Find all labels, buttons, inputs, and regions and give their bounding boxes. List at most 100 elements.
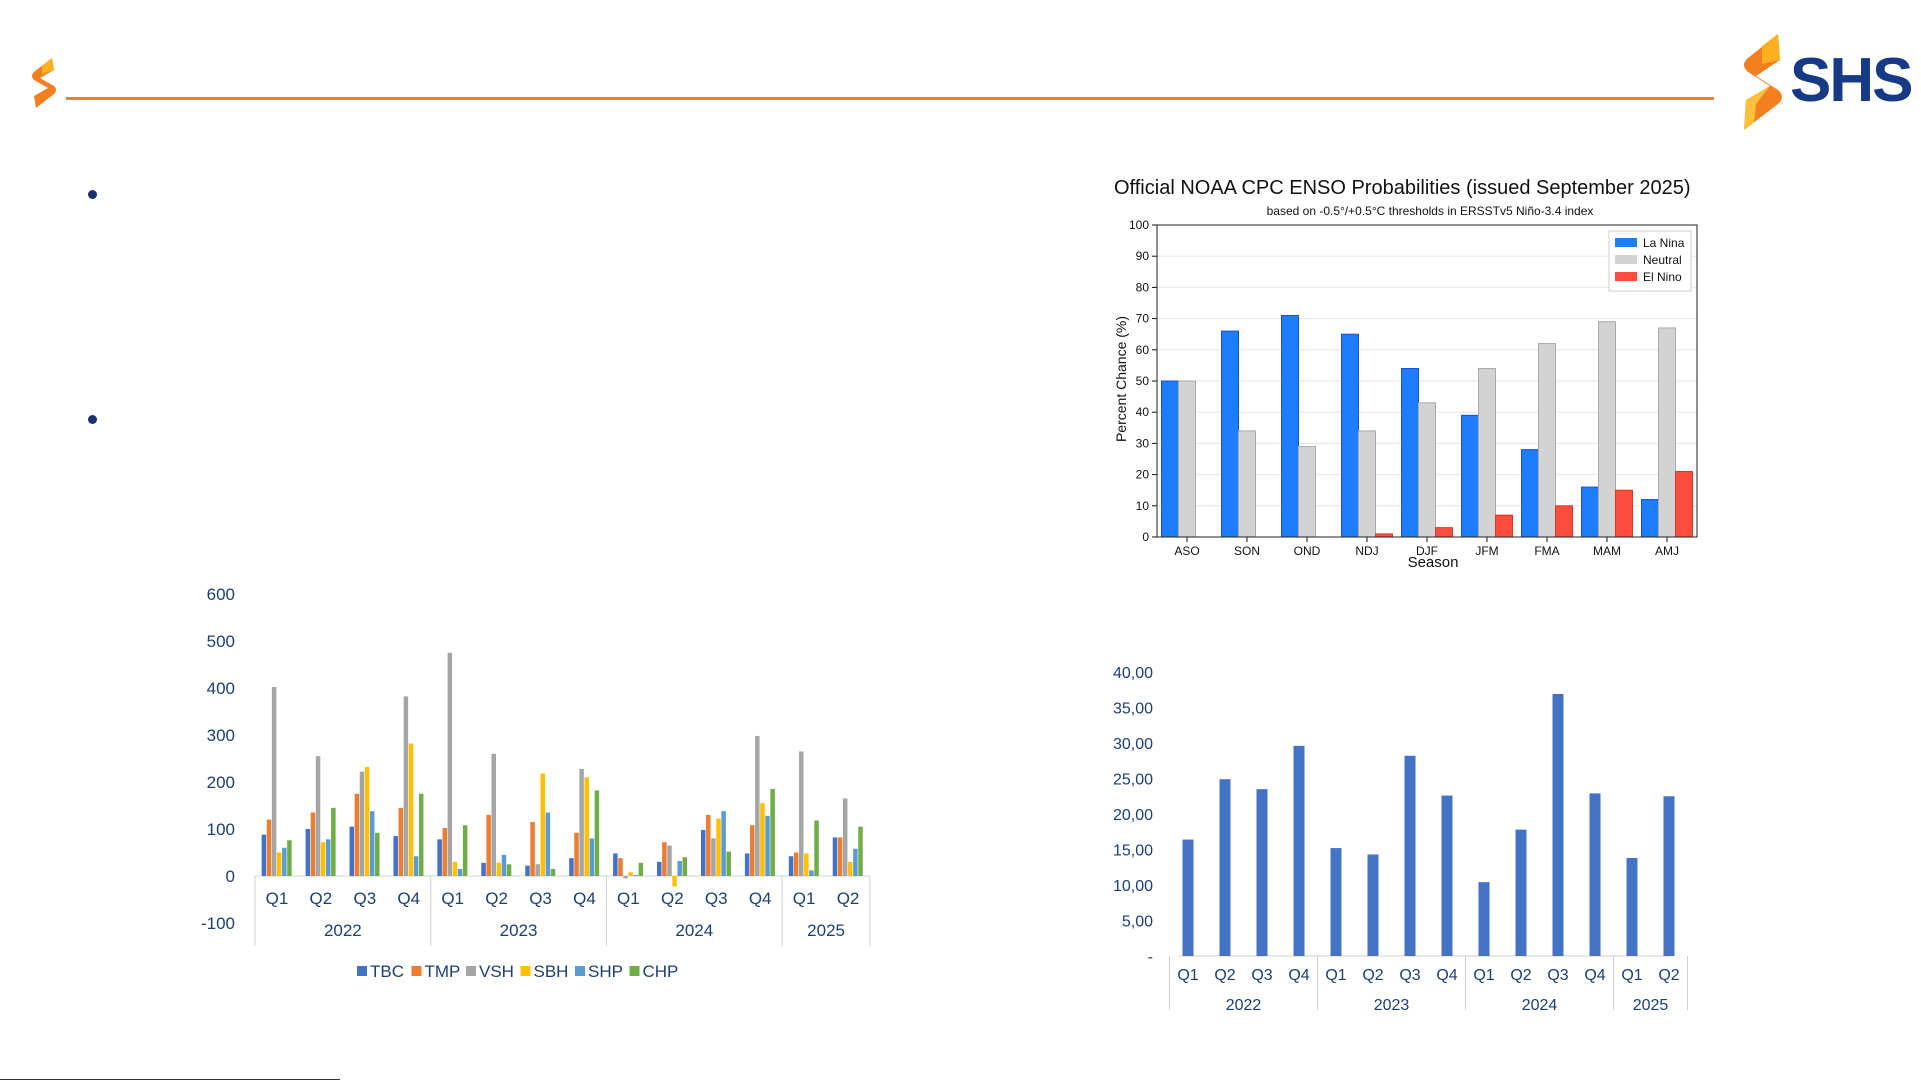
bar	[1219, 779, 1231, 956]
y-tick-label: 50	[1136, 374, 1150, 388]
bar-chp	[594, 790, 600, 876]
y-tick-label: 0	[1142, 530, 1149, 544]
bar-chp	[331, 807, 336, 876]
bar-neutral	[1238, 430, 1256, 538]
bar-vsh	[535, 864, 540, 876]
x-tick-label: ASO	[1174, 544, 1199, 558]
y-tick-label: 10	[1136, 499, 1150, 513]
year-label: 2023	[500, 921, 538, 940]
bar-tmp	[662, 842, 667, 876]
bar-tmp	[354, 793, 360, 876]
bar-sbh	[628, 872, 633, 876]
bar-neutral	[1358, 430, 1376, 538]
y-tick-label: 25,00	[1113, 772, 1153, 789]
bar-chp	[506, 864, 512, 876]
x-tick-label: Q2	[1362, 967, 1383, 984]
bar-chp	[375, 832, 380, 876]
legend-label: SHP	[588, 962, 623, 981]
legend-label: TBC	[370, 962, 404, 981]
bar-sbh	[364, 766, 370, 876]
y-tick-label: 60	[1136, 343, 1150, 357]
y-tick-label: 500	[207, 632, 235, 651]
bar-shp	[501, 854, 507, 876]
bar-tmp	[793, 852, 799, 876]
legend-label: TMP	[425, 962, 461, 981]
bar-la-nina	[1401, 368, 1419, 538]
bar-tbc	[700, 829, 706, 876]
y-tick-label: 20	[1136, 468, 1150, 482]
legend-swatch	[575, 966, 585, 976]
legend-swatch	[357, 966, 367, 976]
bar-shp	[545, 812, 551, 876]
bar-tbc	[657, 861, 662, 876]
bar-sbh	[760, 803, 765, 876]
flame-s-logo-icon	[1744, 34, 1782, 130]
bar-tmp	[618, 858, 623, 876]
x-tick-label: MAM	[1593, 544, 1621, 558]
bar-sbh	[540, 773, 546, 876]
bar-neutral	[1538, 343, 1556, 538]
y-tick-label: 40,00	[1113, 665, 1153, 682]
bar-shp	[369, 811, 375, 876]
bar-shp	[677, 860, 682, 876]
bar-el-nino	[1495, 514, 1513, 538]
bar-tmp	[266, 819, 272, 876]
x-tick-label: Q3	[1547, 967, 1568, 984]
bar-chp	[418, 793, 424, 876]
bullet-point	[88, 190, 97, 199]
x-tick-label: FMA	[1534, 544, 1559, 558]
y-tick-label: 20,00	[1113, 807, 1153, 824]
bar-tbc	[525, 865, 530, 876]
legend-swatch	[520, 966, 531, 976]
bar-tbc	[261, 834, 267, 876]
legend-label: CHP	[643, 962, 679, 981]
y-tick-label: 35,00	[1113, 701, 1153, 718]
bar	[1478, 882, 1490, 956]
bar-neutral	[1178, 380, 1196, 538]
x-tick-label: Q1	[1325, 967, 1346, 984]
bar-el-nino	[1555, 505, 1573, 538]
x-tick-label: Q4	[749, 889, 772, 908]
enso-probability-chart: Official NOAA CPC ENSO Probabilities (is…	[1113, 177, 1698, 570]
year-label: 2022	[1226, 997, 1262, 1010]
year-label: 2025	[807, 921, 845, 940]
bar-la-nina	[1521, 449, 1539, 538]
bar	[1589, 793, 1601, 956]
x-tick-label: OND	[1294, 544, 1321, 558]
x-tick-label: Q4	[1436, 967, 1457, 984]
x-tick-label: Q2	[310, 889, 333, 908]
bar-tmp	[398, 807, 404, 876]
bar-chp	[814, 820, 819, 876]
bar-sbh	[672, 876, 677, 887]
footnote-divider	[0, 1079, 340, 1080]
bar	[1367, 854, 1379, 956]
bar	[1404, 755, 1416, 956]
x-tick-label: Q2	[1658, 967, 1679, 984]
bar-tmp	[310, 812, 316, 876]
x-tick-label: Q1	[266, 889, 289, 908]
y-tick-label: 0	[226, 867, 235, 886]
bar-sbh	[804, 853, 809, 876]
bar-vsh	[623, 876, 628, 879]
bar-vsh	[842, 798, 848, 876]
bar-tbc	[613, 853, 618, 876]
x-tick-label: Q3	[1251, 967, 1272, 984]
bar	[1182, 839, 1194, 956]
x-tick-label: Q2	[1510, 967, 1531, 984]
x-tick-label: Q2	[661, 889, 684, 908]
bar-shp	[765, 815, 770, 876]
bar-sbh	[408, 743, 414, 876]
brand-name: SHS	[1790, 46, 1913, 115]
bar	[1552, 694, 1564, 956]
bar-tmp	[442, 828, 447, 876]
bar-vsh	[711, 838, 716, 876]
bar-chp	[287, 840, 292, 876]
x-tick-label: Q1	[1473, 967, 1494, 984]
bar-tmp	[749, 825, 755, 876]
bar-chp	[726, 851, 731, 876]
bar-vsh	[755, 735, 760, 876]
y-tick-label: 300	[207, 726, 235, 745]
x-tick-label: Q1	[1177, 967, 1198, 984]
quarterly-metric-chart: - 5,00 10,00 15,00 20,00 25,00 30,00 35,00 40,00…	[1113, 665, 1688, 1010]
legend-swatch	[411, 966, 422, 976]
